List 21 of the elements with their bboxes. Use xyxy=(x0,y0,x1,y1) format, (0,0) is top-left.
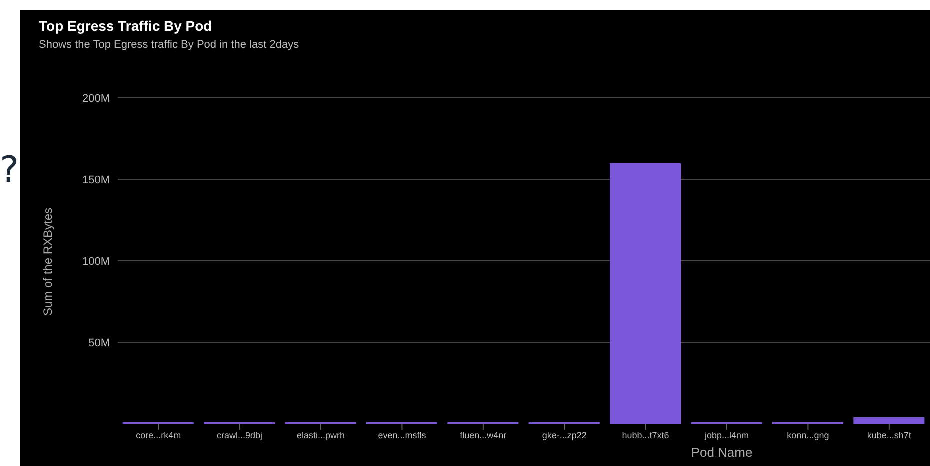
text: ? xyxy=(0,150,20,191)
x-tick-label: elasti...pwrh xyxy=(296,430,346,440)
bar xyxy=(854,417,925,424)
x-tick-label: hubb...t7xt6 xyxy=(622,430,670,440)
y-tick-label: 100M xyxy=(82,256,110,268)
x-axis-title: Pod Name xyxy=(691,445,753,460)
chart-subtitle: Shows the Top Egress traffic By Pod in the last 2days xyxy=(39,39,300,51)
x-tick-label: crawl...9dbj xyxy=(217,430,263,440)
y-tick-label: 50M xyxy=(88,337,110,350)
y-tick-label: 150M xyxy=(82,174,110,186)
x-tick-label: jobp...l4nm xyxy=(704,430,750,440)
x-tick-label: kube...sh7t xyxy=(867,430,912,440)
x-tick-label: core...rk4m xyxy=(136,430,182,440)
x-tick-label: gke-...zp22 xyxy=(542,430,587,440)
x-tick-label: even...msfls xyxy=(378,430,427,440)
y-tick-label: 200M xyxy=(82,92,110,105)
chart-title: Top Egress Traffic By Pod xyxy=(39,18,212,34)
x-tick-label: fluen...w4nr xyxy=(460,430,507,440)
bar xyxy=(610,163,682,424)
x-tick-label: konn...gng xyxy=(787,430,830,440)
y-axis-title: Sum of the RXBytes xyxy=(41,208,55,316)
